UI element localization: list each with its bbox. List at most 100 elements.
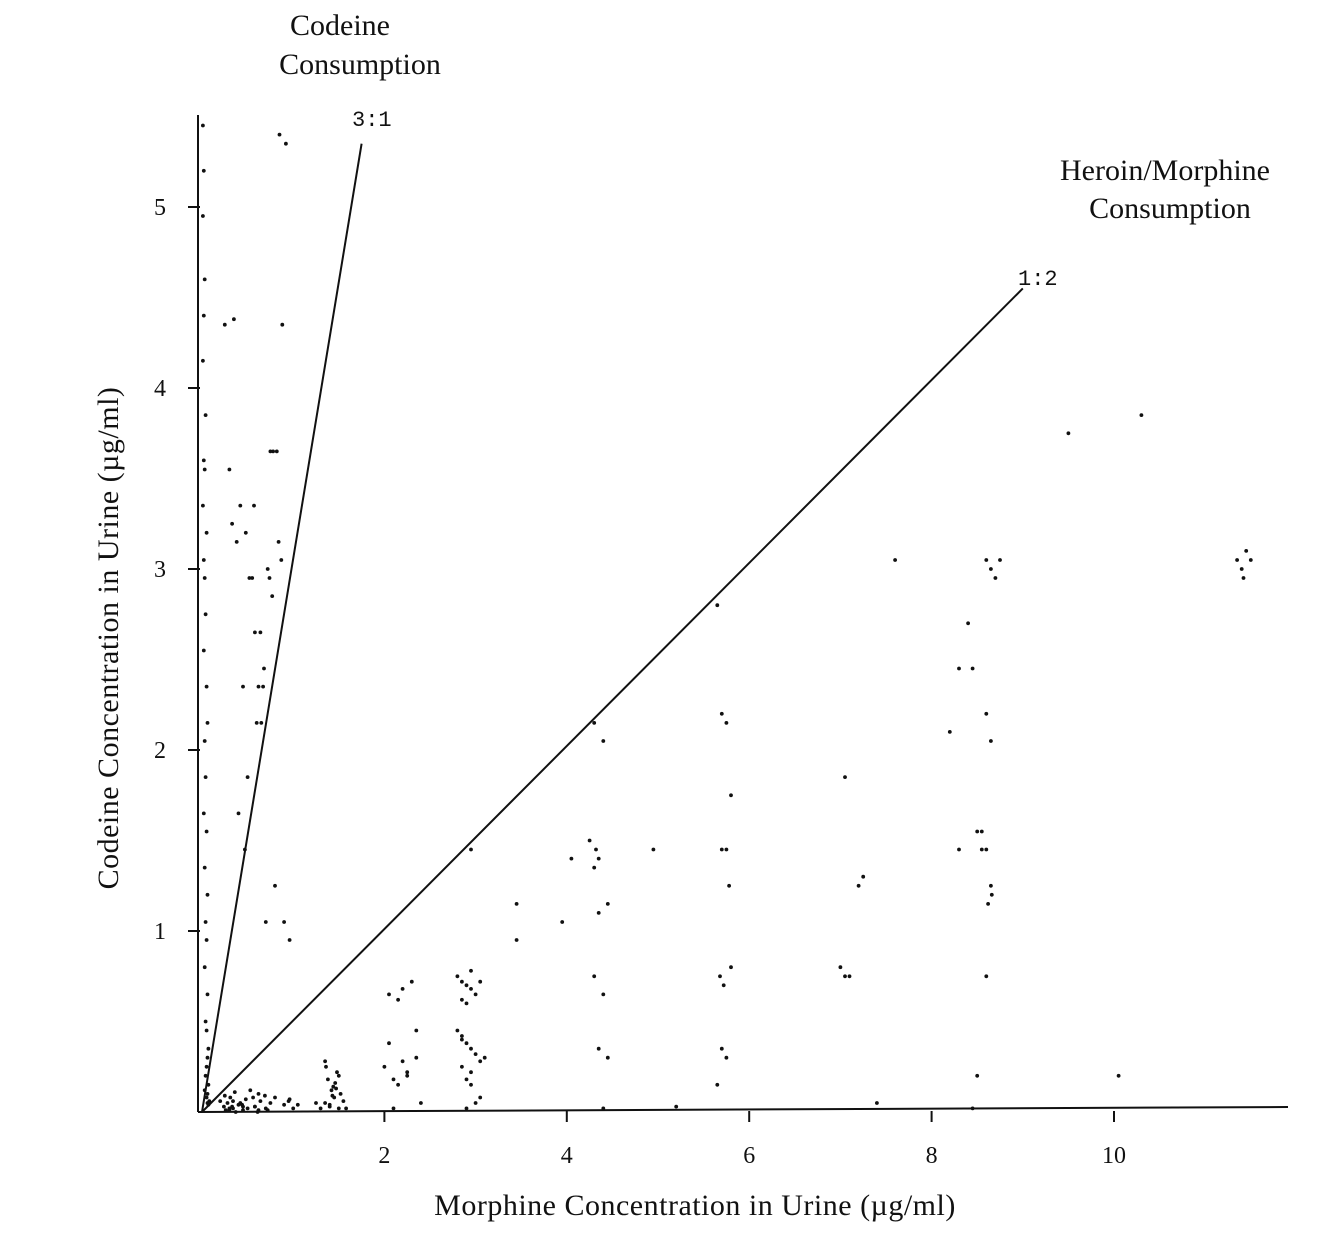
data-point [205, 1092, 210, 1096]
data-point [326, 1077, 330, 1082]
data-point [1066, 431, 1071, 436]
y-tick-label-4: 4 [154, 376, 166, 402]
data-point [202, 865, 207, 870]
data-point [460, 997, 464, 1002]
data-point [256, 684, 261, 689]
data-point [729, 965, 733, 970]
data-point [218, 1099, 223, 1103]
data-point [251, 1095, 256, 1100]
data-point [419, 1101, 423, 1105]
data-point [979, 829, 984, 834]
data-point [206, 1082, 211, 1087]
data-point [460, 979, 464, 984]
data-point [984, 711, 989, 716]
data-point [202, 965, 207, 970]
data-point [970, 1106, 975, 1111]
data-point [729, 793, 733, 798]
data-point [202, 576, 207, 580]
data-point [601, 1106, 606, 1111]
data-point [282, 920, 286, 924]
data-point [843, 775, 847, 779]
data-point [323, 1059, 327, 1064]
data-point [201, 313, 206, 318]
data-point [265, 567, 270, 571]
data-point [455, 974, 460, 979]
data-point [271, 449, 275, 454]
data-point [284, 141, 288, 146]
axis-ticks [188, 206, 1115, 1122]
y-axis-label: Codeine Concentration in Urine (µg/ml) [92, 387, 125, 890]
x-tick-label-6: 6 [743, 1143, 755, 1169]
x-tick-label-2: 2 [378, 1143, 390, 1169]
data-point [223, 1108, 228, 1113]
data-point [287, 938, 292, 942]
data-point [414, 1028, 419, 1033]
data-point [409, 979, 414, 984]
data-point [1241, 576, 1246, 580]
data-point [984, 558, 989, 562]
data-point [241, 1108, 245, 1113]
data-point [592, 721, 597, 725]
data-point [405, 1073, 410, 1078]
data-point [464, 1106, 469, 1111]
data-point [329, 1088, 334, 1093]
data-point [201, 811, 206, 816]
data-point [232, 1090, 237, 1094]
data-point [724, 1055, 729, 1060]
data-point [838, 965, 843, 970]
data-point [202, 467, 207, 472]
data-point [204, 829, 209, 834]
data-point [464, 1077, 469, 1082]
data-point [592, 974, 597, 979]
x-axis-line [197, 1106, 1289, 1113]
data-point [202, 1088, 207, 1093]
data-point [273, 883, 277, 888]
data-point [460, 1064, 464, 1069]
data-point [204, 1028, 209, 1033]
data-point [225, 1101, 230, 1105]
data-point [238, 503, 243, 508]
codeine-region-label-1: Codeine [290, 9, 390, 42]
data-point [596, 1046, 601, 1051]
data-point [205, 892, 210, 897]
data-point [984, 847, 989, 852]
data-point [514, 938, 519, 942]
data-point [205, 1055, 210, 1060]
data-point [875, 1101, 879, 1105]
data-point [324, 1064, 328, 1069]
x-tick-label-8: 8 [926, 1143, 938, 1169]
data-point [473, 992, 478, 997]
ratio-label-1-2: 1:2 [1018, 267, 1058, 292]
data-point [233, 1110, 238, 1114]
data-point [276, 540, 281, 544]
data-point [201, 123, 205, 128]
data-point [1235, 558, 1239, 562]
data-point [240, 1102, 245, 1107]
data-point [514, 902, 519, 906]
data-point [243, 1097, 248, 1102]
data-point [205, 992, 210, 997]
data-point [957, 666, 961, 671]
data-point [236, 811, 241, 816]
data-point [391, 1077, 396, 1082]
data-point [727, 883, 731, 888]
data-point [230, 521, 235, 526]
data-point [957, 847, 961, 852]
data-point [469, 1070, 473, 1075]
data-point [331, 1084, 336, 1089]
data-point [279, 558, 284, 562]
heroin-region-label-1: Heroin/Morphine [1060, 154, 1270, 187]
scatter-points [201, 123, 1253, 1114]
data-point [975, 829, 980, 834]
data-point [282, 1102, 286, 1107]
data-point [263, 920, 268, 924]
data-point [267, 576, 272, 580]
data-point [228, 1095, 233, 1100]
data-point [715, 1082, 720, 1087]
data-point [201, 458, 206, 463]
data-point [560, 920, 565, 924]
y-tick-label-3: 3 [154, 557, 166, 583]
x-tick-label-4: 4 [561, 1143, 573, 1169]
data-point [464, 1001, 469, 1006]
